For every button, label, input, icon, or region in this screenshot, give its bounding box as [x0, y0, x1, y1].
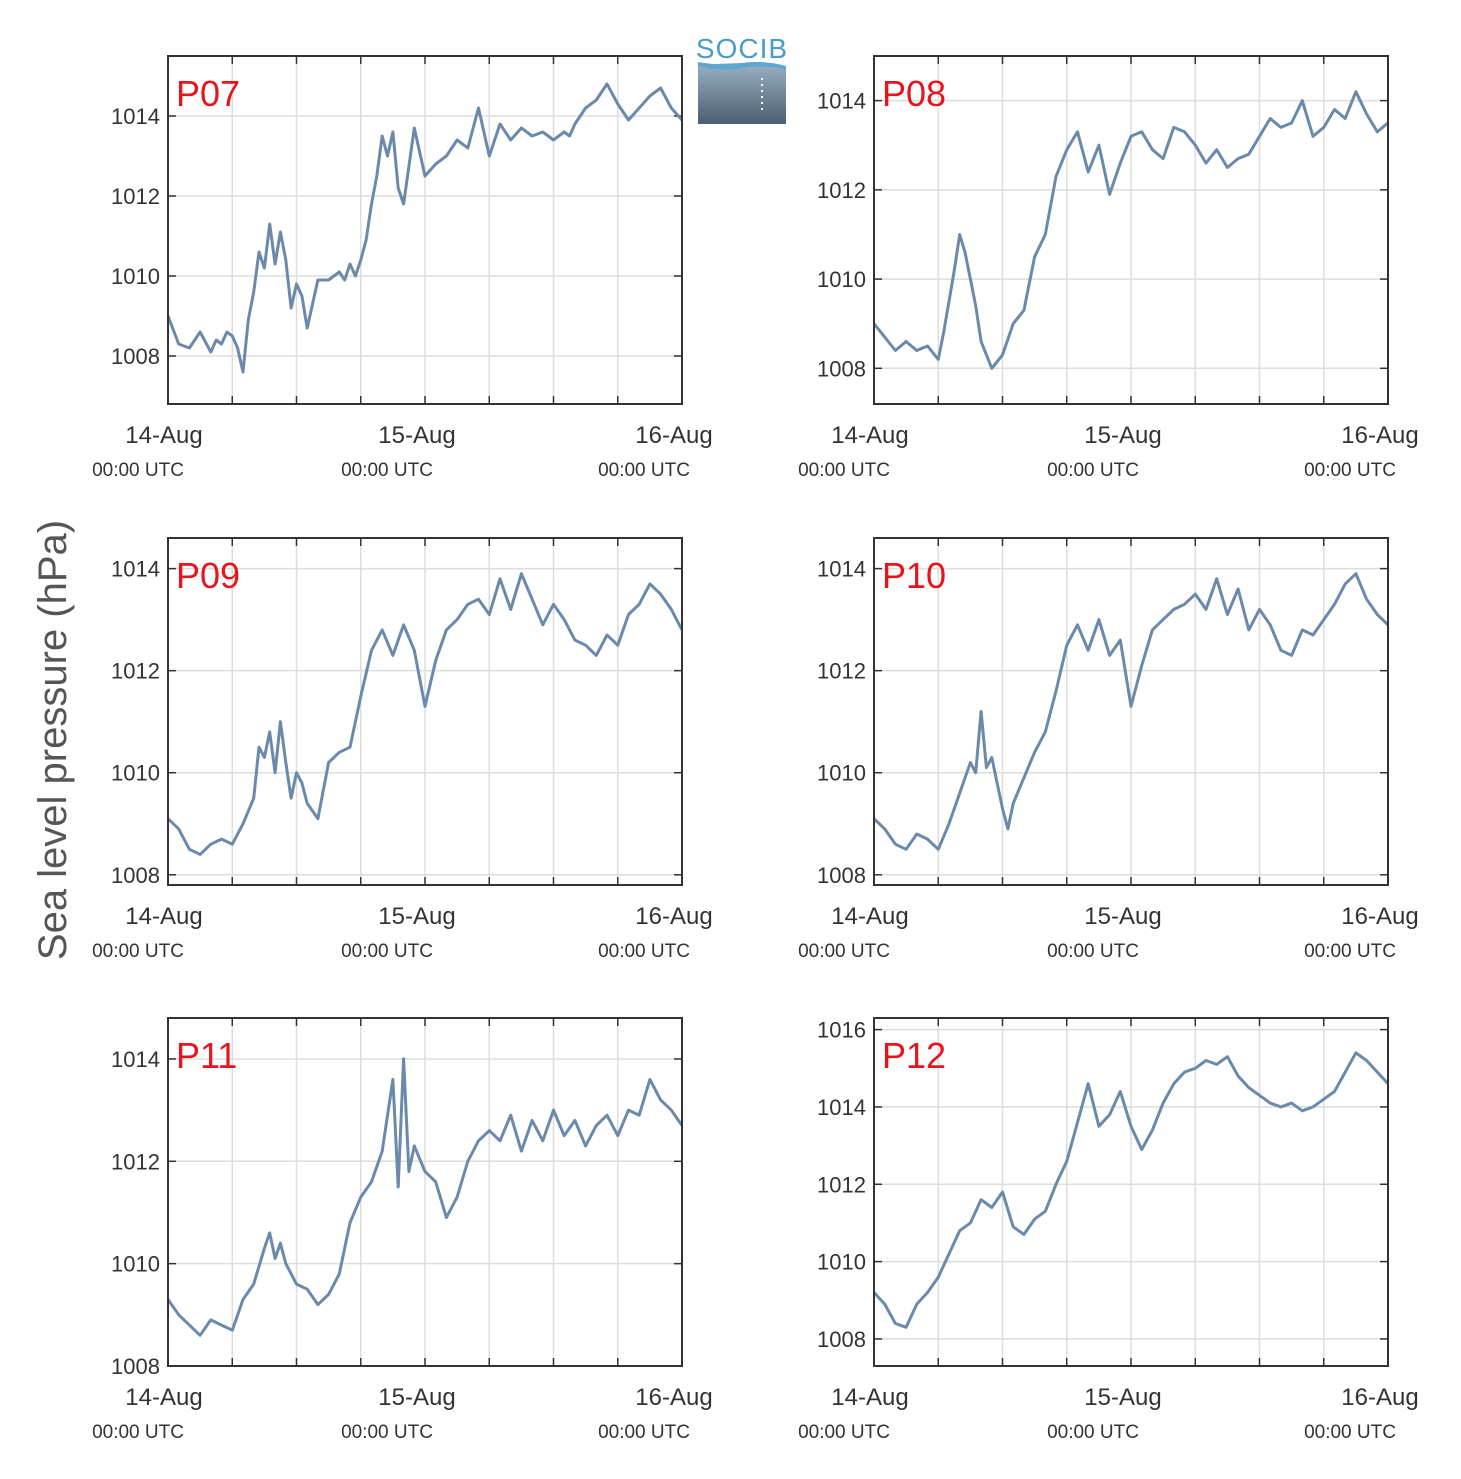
y-tick-label: 1012 [817, 1172, 866, 1197]
y-tick-label: 1008 [817, 863, 866, 888]
x-tick-label: 15-Aug [1084, 903, 1161, 930]
y-tick-label: 1010 [817, 267, 866, 292]
x-tick-label: 14-Aug [125, 903, 202, 930]
x-tick-sublabel: 00:00 UTC [1047, 941, 1139, 962]
x-tick-sublabel: 00:00 UTC [598, 941, 690, 962]
y-tick-label: 1010 [111, 264, 160, 289]
y-tick-label: 1014 [111, 104, 160, 129]
panel-p09: 1008 1010 1012 1014 14-Aug 00:00 UTC 15-Aug 00:… [92, 537, 713, 962]
x-tick-label: 16-Aug [635, 1384, 712, 1411]
x-tick-sublabel: 00:00 UTC [341, 941, 433, 962]
x-tick-sublabel: 00:00 UTC [341, 460, 433, 481]
y-tick-label: 1010 [111, 1252, 160, 1277]
x-tick-label: 15-Aug [378, 1384, 455, 1411]
x-tick-label: 15-Aug [378, 903, 455, 930]
panel-label: P09 [176, 555, 240, 596]
y-tick-label: 1008 [111, 863, 160, 888]
y-tick-label: 1010 [817, 761, 866, 786]
plot-frame [873, 1017, 1389, 1367]
y-tick-label: 1012 [111, 659, 160, 684]
series-line-p12 [872, 1051, 1390, 1329]
y-tick-label: 1014 [817, 557, 866, 582]
x-tick-sublabel: 00:00 UTC [798, 941, 890, 962]
x-tick-label: 16-Aug [635, 422, 712, 449]
x-tick-label: 16-Aug [1341, 422, 1418, 449]
x-tick-label: 14-Aug [125, 422, 202, 449]
panel-label: P08 [882, 73, 946, 114]
y-tick-label: 1008 [817, 1327, 866, 1352]
y-tick-label: 1014 [111, 1047, 160, 1072]
y-tick-label: 1014 [111, 557, 160, 582]
x-tick-sublabel: 00:00 UTC [1304, 1422, 1396, 1443]
y-tick-label: 1012 [817, 178, 866, 203]
y-tick-label: 1012 [111, 184, 160, 209]
panel-p08: 1008 1010 1012 1014 14-Aug 00:00 UTC 15-Aug 00:… [798, 55, 1419, 481]
x-tick-sublabel: 00:00 UTC [92, 460, 184, 481]
y-tick-label: 1012 [817, 659, 866, 684]
y-tick-label: 1008 [817, 356, 866, 381]
x-tick-label: 16-Aug [1341, 903, 1418, 930]
y-tick-label: 1008 [111, 344, 160, 369]
y-tick-label: 1016 [817, 1018, 866, 1043]
x-tick-sublabel: 00:00 UTC [598, 460, 690, 481]
y-tick-label: 1010 [111, 761, 160, 786]
socib-logo-text: SOCIB [696, 33, 788, 64]
series-line-p07 [166, 82, 684, 374]
plot-frame [873, 537, 1389, 886]
x-tick-label: 14-Aug [831, 903, 908, 930]
panel-label: P07 [176, 73, 240, 114]
series-line-p11 [166, 1057, 684, 1337]
x-tick-sublabel: 00:00 UTC [1304, 941, 1396, 962]
socib-logo: SOCIB [696, 33, 788, 124]
y-tick-label: 1008 [111, 1354, 160, 1379]
panel-p11: 1008 1010 1012 1014 14-Aug 00:00 UTC 15-Aug 00:… [92, 1017, 713, 1443]
x-tick-label: 15-Aug [1084, 422, 1161, 449]
y-tick-label: 1010 [817, 1250, 866, 1275]
x-tick-sublabel: 00:00 UTC [1304, 460, 1396, 481]
y-axis-label: Sea level pressure (hPa) [31, 520, 75, 960]
x-tick-label: 15-Aug [378, 422, 455, 449]
x-tick-sublabel: 00:00 UTC [598, 1422, 690, 1443]
x-tick-label: 14-Aug [125, 1384, 202, 1411]
x-tick-label: 16-Aug [1341, 1384, 1418, 1411]
panel-label: P12 [882, 1035, 946, 1076]
x-tick-sublabel: 00:00 UTC [798, 1422, 890, 1443]
plot-frame [873, 55, 1389, 405]
x-tick-label: 14-Aug [831, 1384, 908, 1411]
x-tick-sublabel: 00:00 UTC [341, 1422, 433, 1443]
plot-frame [167, 537, 683, 886]
x-tick-sublabel: 00:00 UTC [798, 460, 890, 481]
series-line-p10 [872, 572, 1390, 851]
y-tick-label: 1014 [817, 89, 866, 114]
series-line-p08 [872, 90, 1389, 370]
panel-p07: 1008 1010 1012 1014 14-Aug 00:00 UTC 15-Aug 00:… [92, 55, 713, 481]
panel-p10: 1008 1010 1012 1014 14-Aug 00:00 UTC 15-Aug 00:… [798, 537, 1419, 962]
y-tick-label: 1014 [817, 1095, 866, 1120]
x-tick-sublabel: 00:00 UTC [1047, 1422, 1139, 1443]
plot-frame [167, 55, 683, 405]
plot-frame [167, 1017, 683, 1367]
x-tick-label: 15-Aug [1084, 1384, 1161, 1411]
x-tick-label: 14-Aug [831, 422, 908, 449]
panel-label: P11 [176, 1035, 237, 1076]
x-tick-sublabel: 00:00 UTC [92, 941, 184, 962]
panel-label: P10 [882, 555, 946, 596]
x-tick-label: 16-Aug [635, 903, 712, 930]
x-tick-sublabel: 00:00 UTC [92, 1422, 184, 1443]
series-line-p09 [166, 572, 684, 856]
y-tick-label: 1012 [111, 1149, 160, 1174]
x-tick-sublabel: 00:00 UTC [1047, 460, 1139, 481]
panel-p12: 1008 1010 1012 1014 1016 14-Aug 00:00 UTC 15-Au… [798, 1017, 1419, 1443]
